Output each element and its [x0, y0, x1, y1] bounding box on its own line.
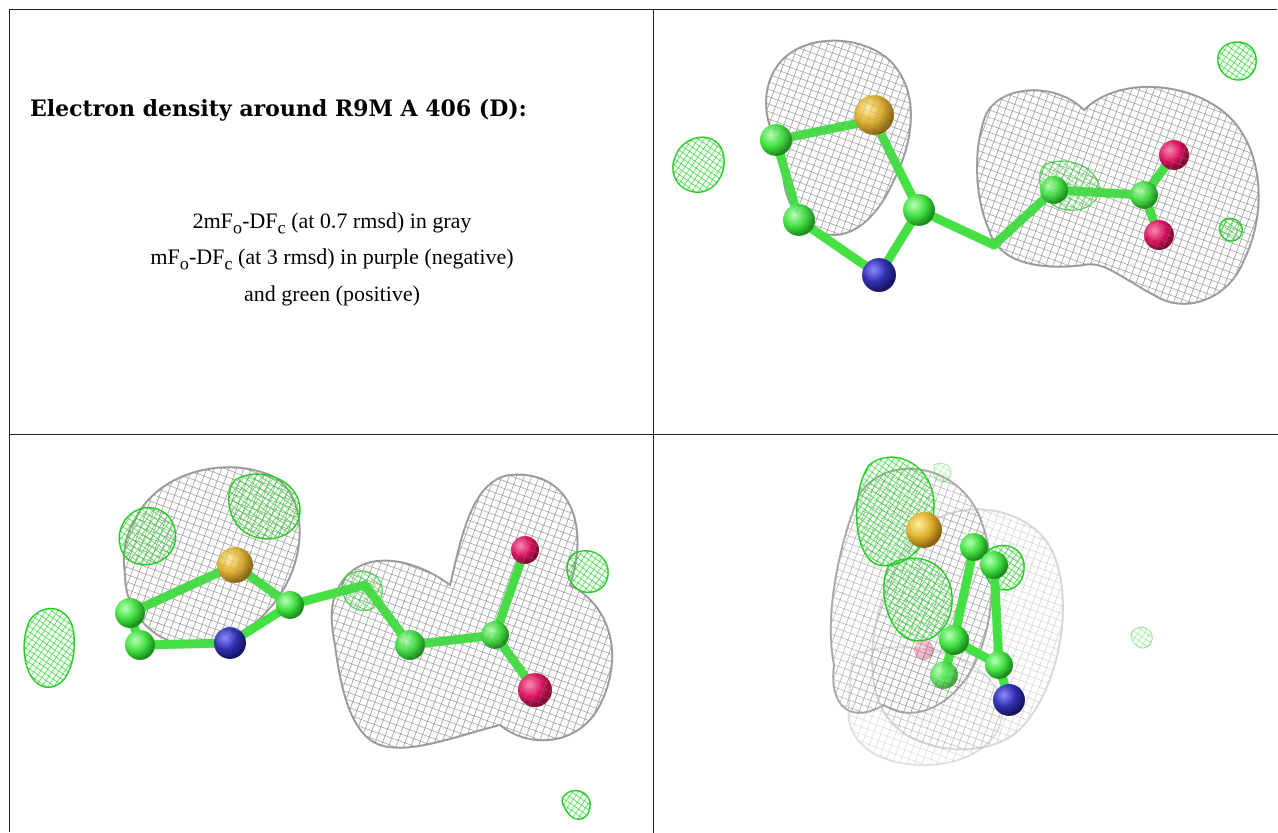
figure-title: Electron density around R9M A 406 (D): — [30, 96, 527, 122]
molecule-density-icon — [672, 39, 1260, 305]
molecule-density-icon — [23, 466, 614, 820]
density-view-2 — [10, 435, 654, 833]
density-view-3 — [654, 435, 1278, 833]
legend-description: 2mFo-DFc (at 0.7 rmsd) in gray mFo-DFc (… — [10, 206, 653, 309]
legend-line-diff: mFo-DFc (at 3 rmsd) in purple (negative) — [150, 244, 514, 274]
legend-line-gray: 2mFo-DFc (at 0.7 rmsd) in gray — [192, 208, 472, 238]
figure-table: Electron density around R9M A 406 (D): 2… — [9, 9, 1278, 833]
molecule-density-icon — [829, 456, 1153, 767]
density-view-1 — [654, 10, 1278, 435]
legend-cell: Electron density around R9M A 406 (D): 2… — [10, 10, 654, 435]
legend-line-positive: and green (positive) — [244, 280, 420, 306]
